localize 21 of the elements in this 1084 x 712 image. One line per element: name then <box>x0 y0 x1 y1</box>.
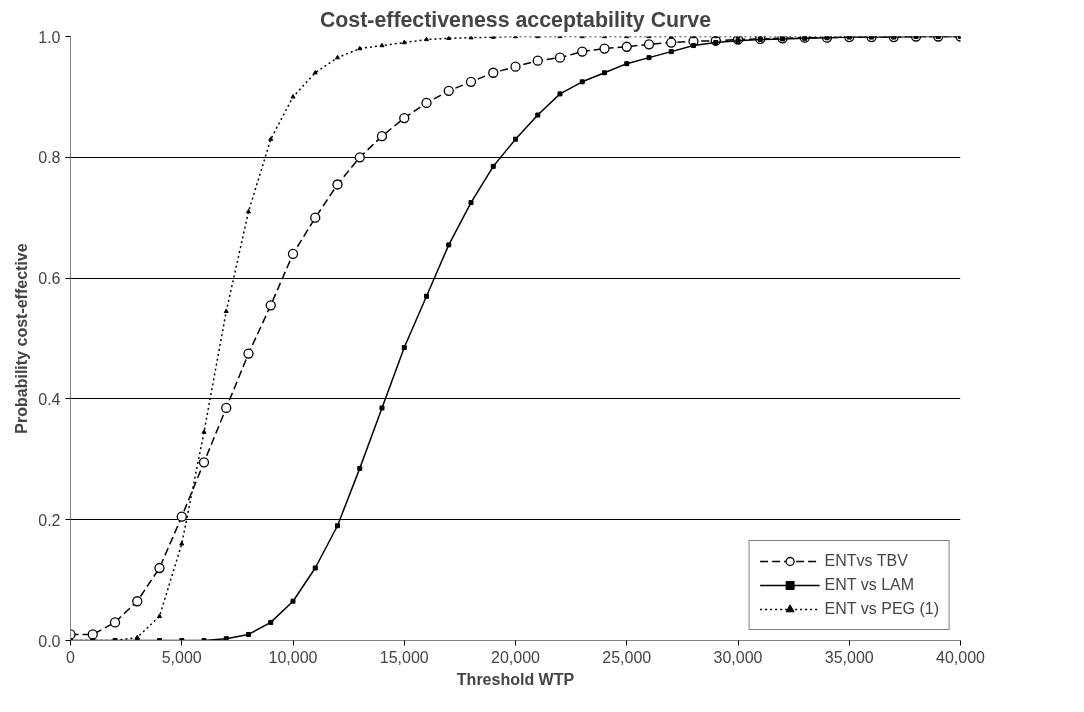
legend-label: ENTvs TBV <box>824 552 908 570</box>
x-tick-label: 15,000 <box>379 648 429 666</box>
y-tick-label: 1.0 <box>38 28 61 46</box>
y-tick-label: 0.8 <box>38 149 61 167</box>
y-tick-label: 0.4 <box>38 390 61 408</box>
x-tick-label: 30,000 <box>713 648 763 666</box>
x-tick-label: 20,000 <box>491 648 541 666</box>
y-tick-label: 0.0 <box>38 632 61 650</box>
y-axis-title: Probability cost-effective <box>13 243 31 434</box>
x-tick-label: 0 <box>66 648 76 666</box>
x-tick-label: 5,000 <box>161 648 202 666</box>
x-tick-label: 35,000 <box>824 648 874 666</box>
chart-title: Cost-effectiveness acceptability Curve <box>319 7 712 32</box>
legend-label: ENT vs LAM <box>824 576 915 594</box>
x-axis-title: Threshold WTP <box>456 670 575 688</box>
x-tick-label: 40,000 <box>936 648 986 666</box>
y-tick-label: 0.2 <box>38 511 61 529</box>
legend-label: ENT vs PEG (1) <box>824 600 939 618</box>
x-tick-label: 25,000 <box>602 648 652 666</box>
x-tick-label: 10,000 <box>268 648 318 666</box>
y-tick-label: 0.6 <box>38 270 61 288</box>
